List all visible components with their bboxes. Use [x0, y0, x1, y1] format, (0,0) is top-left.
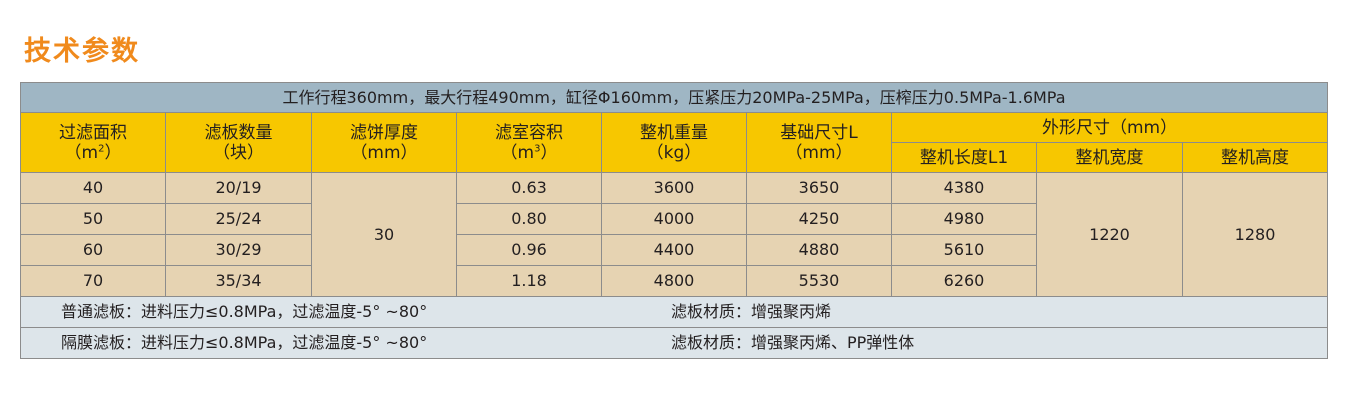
header-volume-label: 滤室容积 — [495, 122, 563, 143]
cell-plates: 20/19 — [165, 172, 312, 204]
cell-volume: 1.18 — [456, 265, 602, 297]
header-base-unit: （mm） — [785, 142, 853, 163]
cell-base: 3650 — [746, 172, 892, 204]
cell-base: 4880 — [746, 234, 892, 266]
cell-weight: 3600 — [601, 172, 747, 204]
note-cell: 普通滤板：进料压力≤0.8MPa，过滤温度-5° ~80° 滤板材质：增强聚丙烯 — [19, 296, 1329, 328]
header-volume: 滤室容积 （m3） — [456, 112, 602, 173]
cell-volume: 0.96 — [456, 234, 602, 266]
header-volume-unit-post: ） — [540, 142, 558, 163]
note-cell: 隔膜滤板：进料压力≤0.8MPa，过滤温度-5° ~80° 滤板材质：增强聚丙烯… — [19, 327, 1329, 359]
cell-area: 60 — [20, 234, 166, 266]
note-row: 普通滤板：进料压力≤0.8MPa，过滤温度-5° ~80° 滤板材质：增强聚丙烯 — [19, 296, 1329, 328]
table-row: 50 25/24 0.80 4000 4250 4980 — [20, 203, 1328, 235]
cell-length: 6260 — [891, 265, 1037, 297]
cell-cake-shared: 30 — [311, 172, 457, 297]
header-width: 整机宽度 — [1036, 142, 1183, 173]
header-area-label: 过滤面积 — [59, 122, 127, 143]
header-weight-unit: （kg） — [646, 142, 702, 163]
cell-area: 50 — [20, 203, 166, 235]
cell-length: 4980 — [891, 203, 1037, 235]
header-area: 过滤面积 （m2） — [20, 112, 166, 173]
spec-table: 工作行程360mm，最大行程490mm，缸径Φ160mm，压紧压力20MPa-2… — [19, 82, 1329, 359]
header-plates: 滤板数量 （块） — [165, 112, 312, 173]
cell-area: 40 — [20, 172, 166, 204]
cell-base: 4250 — [746, 203, 892, 235]
header-plates-label: 滤板数量 — [204, 122, 273, 143]
note-membrane-material: 滤板材质：增强聚丙烯、PP弹性体 — [671, 333, 915, 352]
header-outer: 外形尺寸（mm） — [890, 112, 1329, 143]
cell-base: 5530 — [746, 265, 892, 297]
header-plates-unit: （块） — [213, 142, 264, 163]
header-cake-label: 滤饼厚度 — [350, 122, 418, 143]
header-area-unit-sup: 2 — [98, 142, 105, 154]
cell-height-shared: 1280 — [1181, 172, 1329, 297]
header-volume-unit-sup: 3 — [534, 142, 541, 154]
header-row: 过滤面积 （m2） 滤板数量 （块） 滤饼厚度 （mm） 滤室容积 （m3） 整… — [20, 112, 1329, 173]
header-area-unit-post: ） — [104, 142, 122, 163]
header-length: 整机长度L1 — [891, 142, 1037, 173]
cell-plates: 30/29 — [165, 234, 312, 266]
cell-plates: 35/34 — [165, 265, 312, 297]
cell-plates: 25/24 — [165, 203, 312, 235]
note-standard-material: 滤板材质：增强聚丙烯 — [671, 302, 832, 321]
cell-volume: 0.80 — [456, 203, 602, 235]
header-weight: 整机重量 （kg） — [601, 112, 747, 173]
cell-width-shared: 1220 — [1036, 172, 1183, 297]
cell-volume: 0.63 — [456, 172, 602, 204]
cell-length: 5610 — [891, 234, 1037, 266]
header-area-unit-pre: （m — [64, 142, 99, 163]
header-area-unit: （m2） — [22, 142, 165, 163]
table-row: 60 30/29 0.96 4400 4880 5610 — [20, 234, 1328, 266]
header-base-label: 基础尺寸L — [780, 122, 858, 143]
cell-area: 70 — [20, 265, 166, 297]
header-cake-unit: （mm） — [350, 142, 418, 163]
banner-cell: 工作行程360mm，最大行程490mm，缸径Φ160mm，压紧压力20MPa-2… — [19, 82, 1329, 113]
note-membrane-plate: 隔膜滤板：进料压力≤0.8MPa，过滤温度-5° ~80° — [61, 333, 428, 352]
header-height: 整机高度 — [1181, 142, 1329, 173]
header-cake: 滤饼厚度 （mm） — [311, 112, 457, 173]
section-title: 技术参数 — [24, 36, 140, 67]
header-base: 基础尺寸L （mm） — [746, 112, 892, 173]
banner-row: 工作行程360mm，最大行程490mm，缸径Φ160mm，压紧压力20MPa-2… — [19, 82, 1329, 113]
note-standard-plate: 普通滤板：进料压力≤0.8MPa，过滤温度-5° ~80° — [61, 302, 428, 321]
cell-length: 4380 — [891, 172, 1037, 204]
note-row: 隔膜滤板：进料压力≤0.8MPa，过滤温度-5° ~80° 滤板材质：增强聚丙烯… — [19, 327, 1329, 359]
header-volume-unit: （m3） — [458, 142, 601, 163]
table-row: 40 20/19 30 0.63 3600 3650 4380 1220 128… — [20, 172, 1329, 297]
cell-weight: 4800 — [601, 265, 747, 297]
cell-weight: 4000 — [601, 203, 747, 235]
header-weight-label: 整机重量 — [640, 122, 708, 143]
header-volume-unit-pre: （m — [500, 142, 535, 163]
cell-weight: 4400 — [601, 234, 747, 266]
